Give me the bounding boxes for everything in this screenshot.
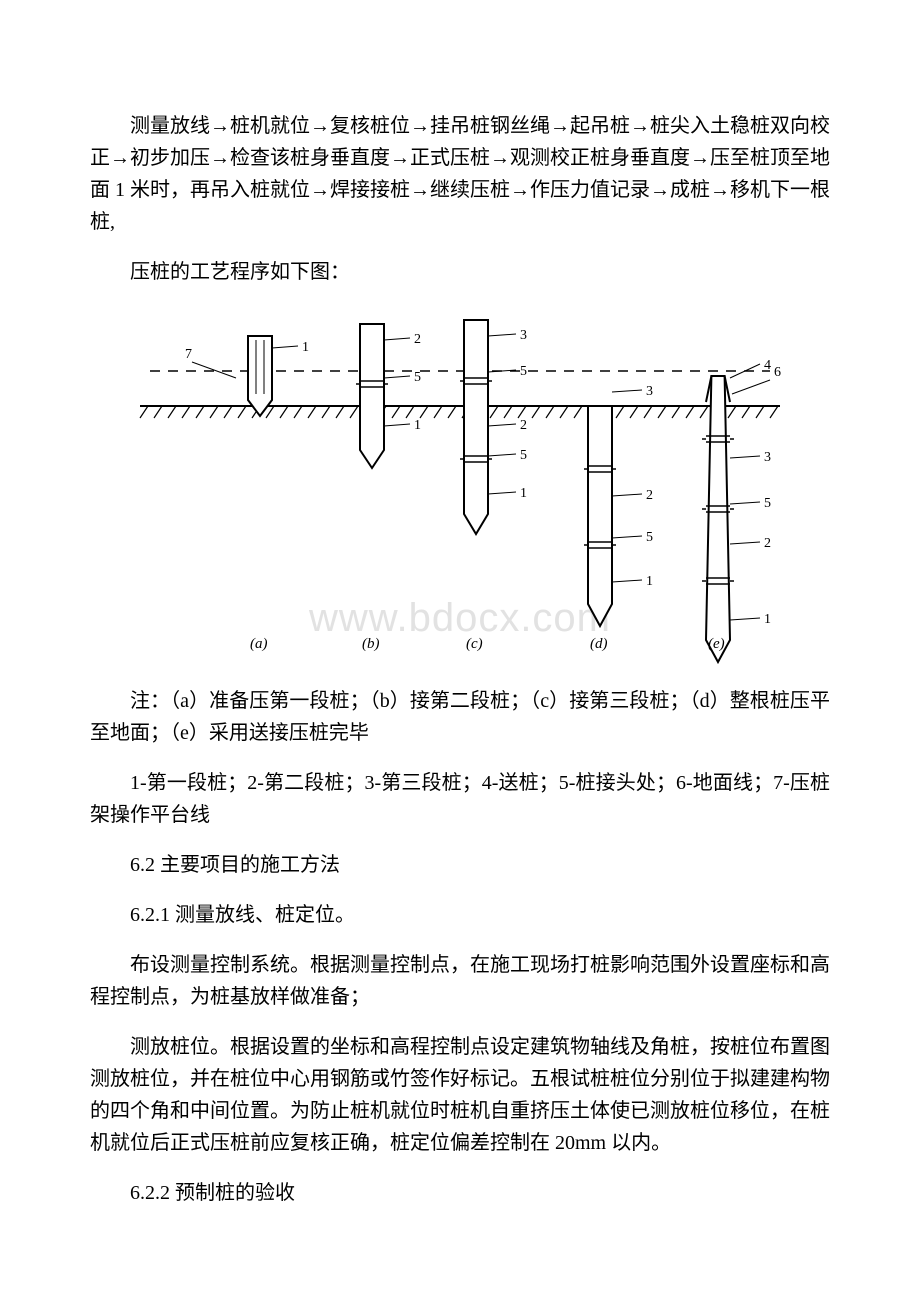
- svg-text:2: 2: [414, 332, 421, 347]
- svg-text:5: 5: [414, 370, 421, 385]
- paragraph: 测量放线→桩机就位→复核桩位→挂吊桩钢丝绳→起吊桩→桩尖入土稳桩双向校正→初步加…: [90, 110, 830, 238]
- paragraph: 压桩的工艺程序如下图：: [90, 256, 830, 288]
- svg-text:(b): (b): [362, 636, 380, 652]
- heading: 6.2.1 测量放线、桩定位。: [90, 899, 830, 931]
- svg-text:4: 4: [764, 358, 771, 373]
- svg-text:1: 1: [646, 574, 653, 589]
- svg-text:(a): (a): [250, 636, 268, 652]
- diagram-svg: 1 (a) 2 5 1 (b) 3 5 2 5 1 (c) 3 2 5 1 (d) 4 3 5 2 1 (e) 7 6: [130, 306, 790, 666]
- svg-text:(c): (c): [466, 636, 483, 652]
- svg-text:3: 3: [764, 450, 771, 465]
- svg-text:1: 1: [764, 612, 771, 627]
- pile-process-diagram: www.bdocx.com 1(a)251(b)35251(c)3251(d)4…: [90, 306, 830, 671]
- paragraph: 测放桩位。根据设置的坐标和高程控制点设定建筑物轴线及角桩，按桩位布置图测放桩位，…: [90, 1031, 830, 1159]
- svg-text:5: 5: [646, 530, 653, 545]
- svg-text:1: 1: [520, 486, 527, 501]
- paragraph: 1-第一段桩；2-第二段桩；3-第三段桩；4-送桩；5-桩接头处；6-地面线；7…: [90, 767, 830, 831]
- svg-text:1: 1: [302, 340, 309, 355]
- svg-text:5: 5: [764, 496, 771, 511]
- svg-text:3: 3: [520, 328, 527, 343]
- paragraph: 注：（a）准备压第一段桩；（b）接第二段桩；（c）接第三段桩；（d）整根桩压平至…: [90, 685, 830, 749]
- svg-text:6: 6: [774, 365, 781, 380]
- svg-text:2: 2: [764, 536, 771, 551]
- svg-text:2: 2: [520, 418, 527, 433]
- heading: 6.2.2 预制桩的验收: [90, 1177, 830, 1209]
- svg-text:2: 2: [646, 488, 653, 503]
- svg-text:5: 5: [520, 448, 527, 463]
- svg-text:(d): (d): [590, 636, 608, 652]
- svg-text:3: 3: [646, 384, 653, 399]
- svg-text:5: 5: [520, 364, 527, 379]
- document-page: 测量放线→桩机就位→复核桩位→挂吊桩钢丝绳→起吊桩→桩尖入土稳桩双向校正→初步加…: [0, 0, 920, 1302]
- svg-text:7: 7: [185, 347, 192, 362]
- svg-text:1: 1: [414, 418, 421, 433]
- heading: 6.2 主要项目的施工方法: [90, 849, 830, 881]
- paragraph: 布设测量控制系统。根据测量控制点，在施工现场打桩影响范围外设置座标和高程控制点，…: [90, 949, 830, 1013]
- svg-text:(e): (e): [708, 636, 725, 652]
